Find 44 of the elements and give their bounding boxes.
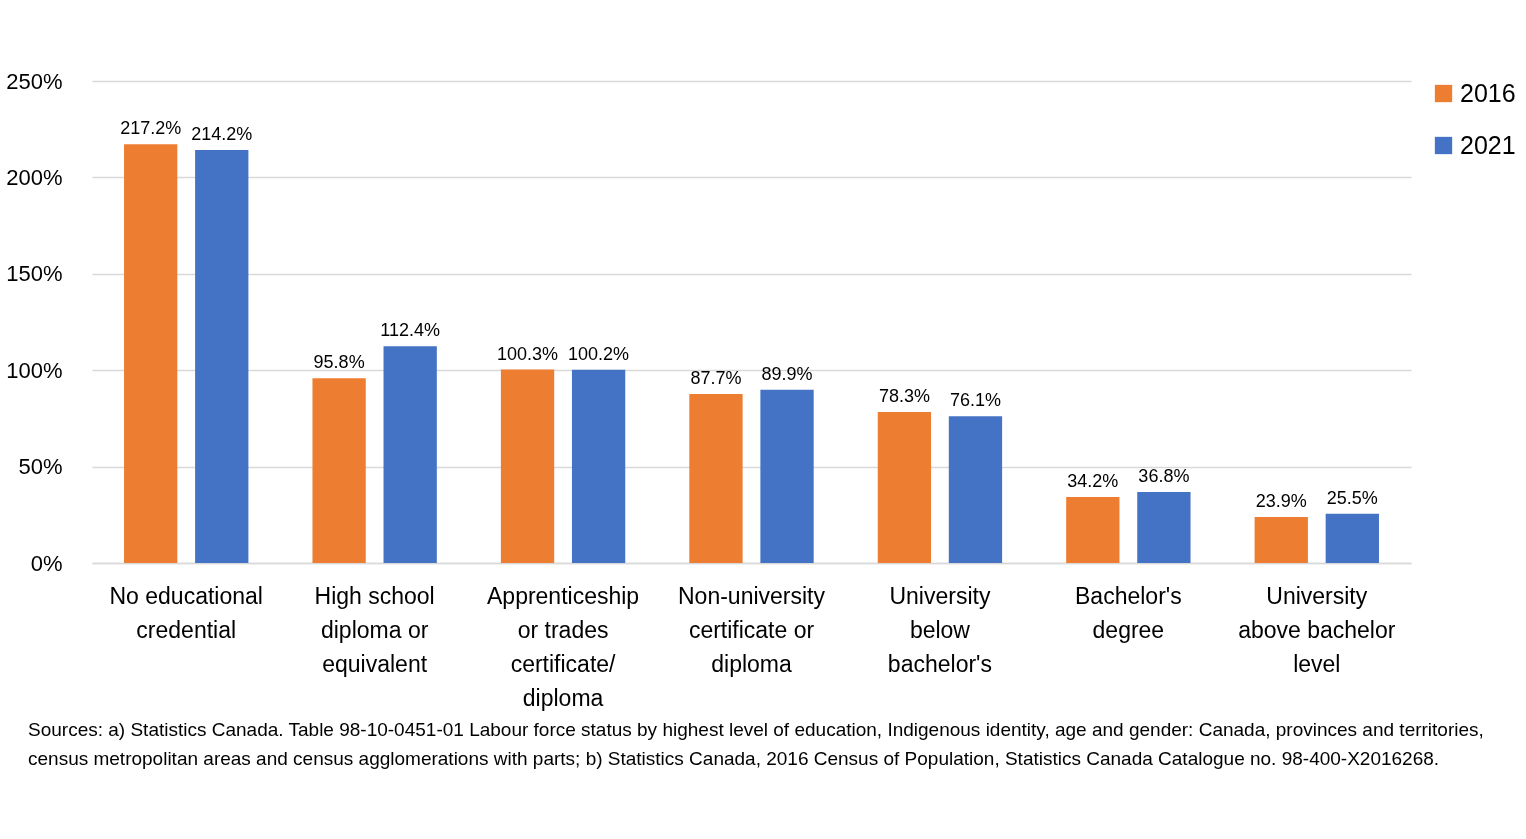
bar: [1325, 513, 1379, 563]
x-tick-label: University above bachelor level: [1238, 582, 1396, 677]
legend-label: 2016: [1460, 78, 1516, 107]
bar: [500, 369, 555, 563]
bar: [383, 346, 437, 563]
legend-label: 2021: [1460, 130, 1516, 159]
bar: [124, 144, 178, 563]
data-label: 217.2%: [120, 118, 182, 139]
data-label: 76.1%: [949, 390, 1001, 411]
bar: [1254, 516, 1308, 563]
bar: [948, 416, 1003, 563]
data-label: 36.8%: [1138, 466, 1190, 487]
y-tick-label: 100%: [6, 357, 63, 383]
x-tick-label: University below bachelor's: [887, 582, 992, 677]
data-label: 100.3%: [497, 343, 559, 364]
bar: [877, 412, 932, 563]
x-tick-label: No educational credential: [109, 582, 263, 643]
bar: [571, 369, 626, 563]
x-tick-label: Non-university certificate or diploma: [678, 582, 826, 677]
bar: [1066, 497, 1120, 563]
data-label: 34.2%: [1067, 471, 1119, 492]
bar: [195, 150, 249, 563]
data-label: 87.7%: [690, 367, 742, 388]
bar: [760, 389, 814, 563]
bar: [312, 378, 366, 563]
data-label: 214.2%: [191, 124, 253, 145]
y-tick-label: 150%: [6, 261, 63, 287]
data-label: 100.2%: [568, 343, 630, 364]
x-tick-label: Bachelor's degree: [1075, 582, 1182, 643]
y-tick-label: 250%: [6, 68, 63, 94]
y-tick-label: 50%: [18, 454, 63, 480]
data-label: 25.5%: [1326, 487, 1378, 508]
bar: [1137, 492, 1191, 563]
bar: [689, 393, 743, 563]
source-note: Sources: a) Statistics Canada. Table 98-10-0451-01 Labour force status by highest level of education, Indigenous identity, age and gender: Canada, provinces and territories, census metropolitan areas and census agglomerations with parts; b) Statistics Canada, 2016 Census of Population, Statistics Canada Catalogue no. 98-400-X2016268.: [28, 718, 1485, 771]
data-label: 78.3%: [878, 386, 930, 407]
x-tick-label: High school diploma or equivalent: [314, 582, 435, 677]
y-tick-label: 0%: [30, 550, 63, 576]
data-label: 95.8%: [313, 352, 365, 373]
y-tick-label: 200%: [6, 164, 63, 190]
x-tick-label: Apprenticeship or trades certificate/ diploma: [486, 582, 640, 711]
data-label: 89.9%: [761, 363, 813, 384]
data-label: 23.9%: [1255, 490, 1307, 511]
data-label: 112.4%: [380, 320, 441, 341]
